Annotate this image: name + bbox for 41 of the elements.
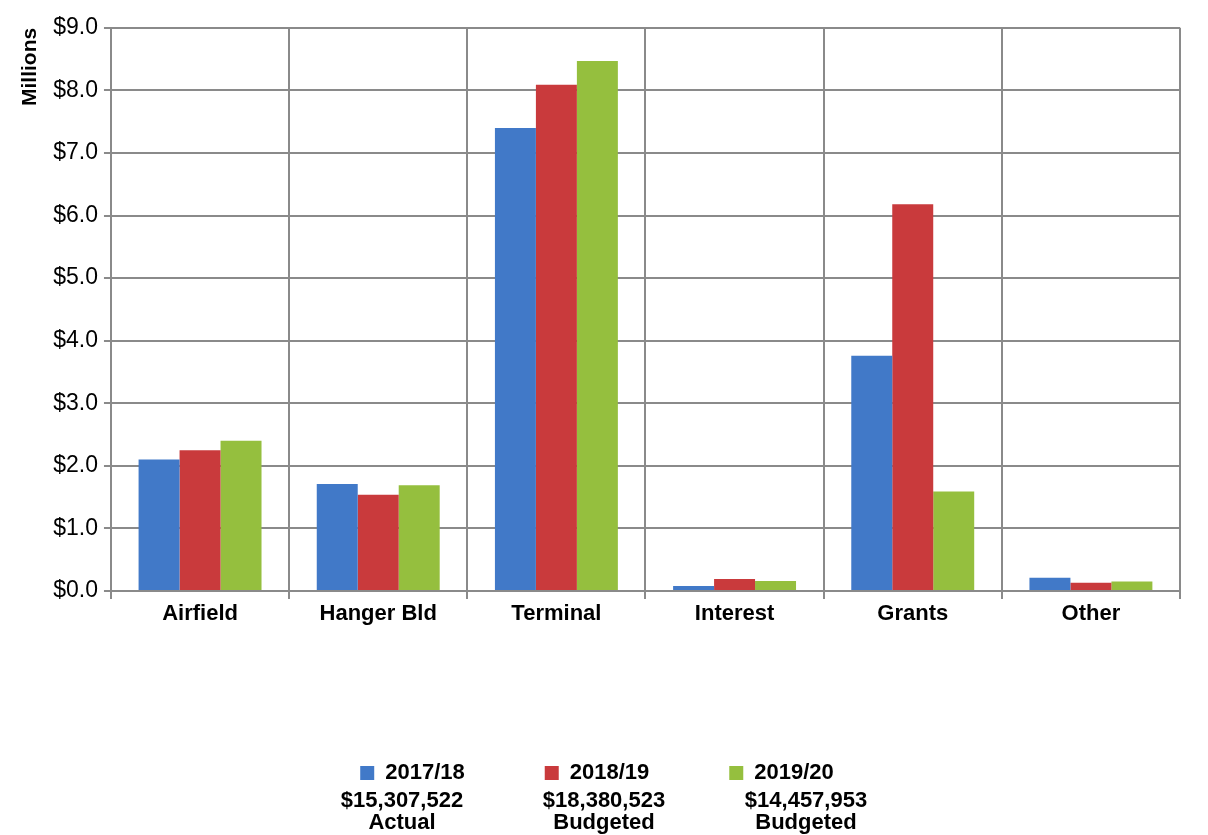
x-tick-label: Other bbox=[1061, 600, 1121, 626]
legend-label: 2018/19 bbox=[569, 759, 650, 785]
bar bbox=[673, 585, 715, 590]
y-tick-label: $0.0 bbox=[53, 576, 98, 603]
y-tick-label: $4.0 bbox=[53, 326, 98, 353]
y-tick-label: $5.0 bbox=[53, 263, 98, 290]
bar bbox=[138, 459, 180, 590]
y-tick-label: $1.0 bbox=[53, 513, 98, 540]
bar bbox=[220, 440, 262, 590]
bar bbox=[398, 485, 440, 590]
bar bbox=[933, 491, 975, 590]
x-tick-label: Airfield bbox=[162, 600, 238, 626]
y-axis-title: Millions bbox=[17, 27, 41, 106]
bar bbox=[316, 483, 358, 590]
legend-label: 2019/20 bbox=[754, 759, 834, 785]
bar bbox=[179, 450, 221, 590]
y-tick-label: $9.0 bbox=[53, 13, 98, 40]
y-tick-label: $8.0 bbox=[53, 75, 98, 102]
text: $15,307,522 Actual bbox=[339, 787, 465, 834]
y-tick-label: $3.0 bbox=[53, 388, 98, 415]
bar bbox=[714, 579, 756, 590]
bar bbox=[1029, 577, 1071, 590]
y-tick-label: $2.0 bbox=[53, 451, 98, 478]
text: $14,457,953 Budgeted bbox=[743, 787, 869, 834]
bar bbox=[1070, 582, 1112, 590]
x-tick-label: Grants bbox=[877, 600, 949, 626]
bar bbox=[494, 127, 536, 590]
x-tick-label: Terminal bbox=[511, 600, 602, 626]
legend-label: 2017/18 bbox=[385, 759, 465, 785]
bar bbox=[892, 204, 934, 590]
y-tick-label: $7.0 bbox=[53, 138, 98, 165]
x-tick-label: Hanger Bld bbox=[319, 600, 437, 626]
bar bbox=[535, 84, 577, 590]
bar bbox=[851, 355, 893, 590]
bar bbox=[1111, 581, 1153, 590]
bar bbox=[755, 580, 797, 590]
x-tick-label: Interest bbox=[694, 600, 775, 626]
bar bbox=[357, 494, 399, 590]
y-tick-label: $6.0 bbox=[53, 200, 98, 227]
text: $18,380,523 Budgeted bbox=[541, 787, 667, 834]
bar bbox=[576, 60, 618, 590]
